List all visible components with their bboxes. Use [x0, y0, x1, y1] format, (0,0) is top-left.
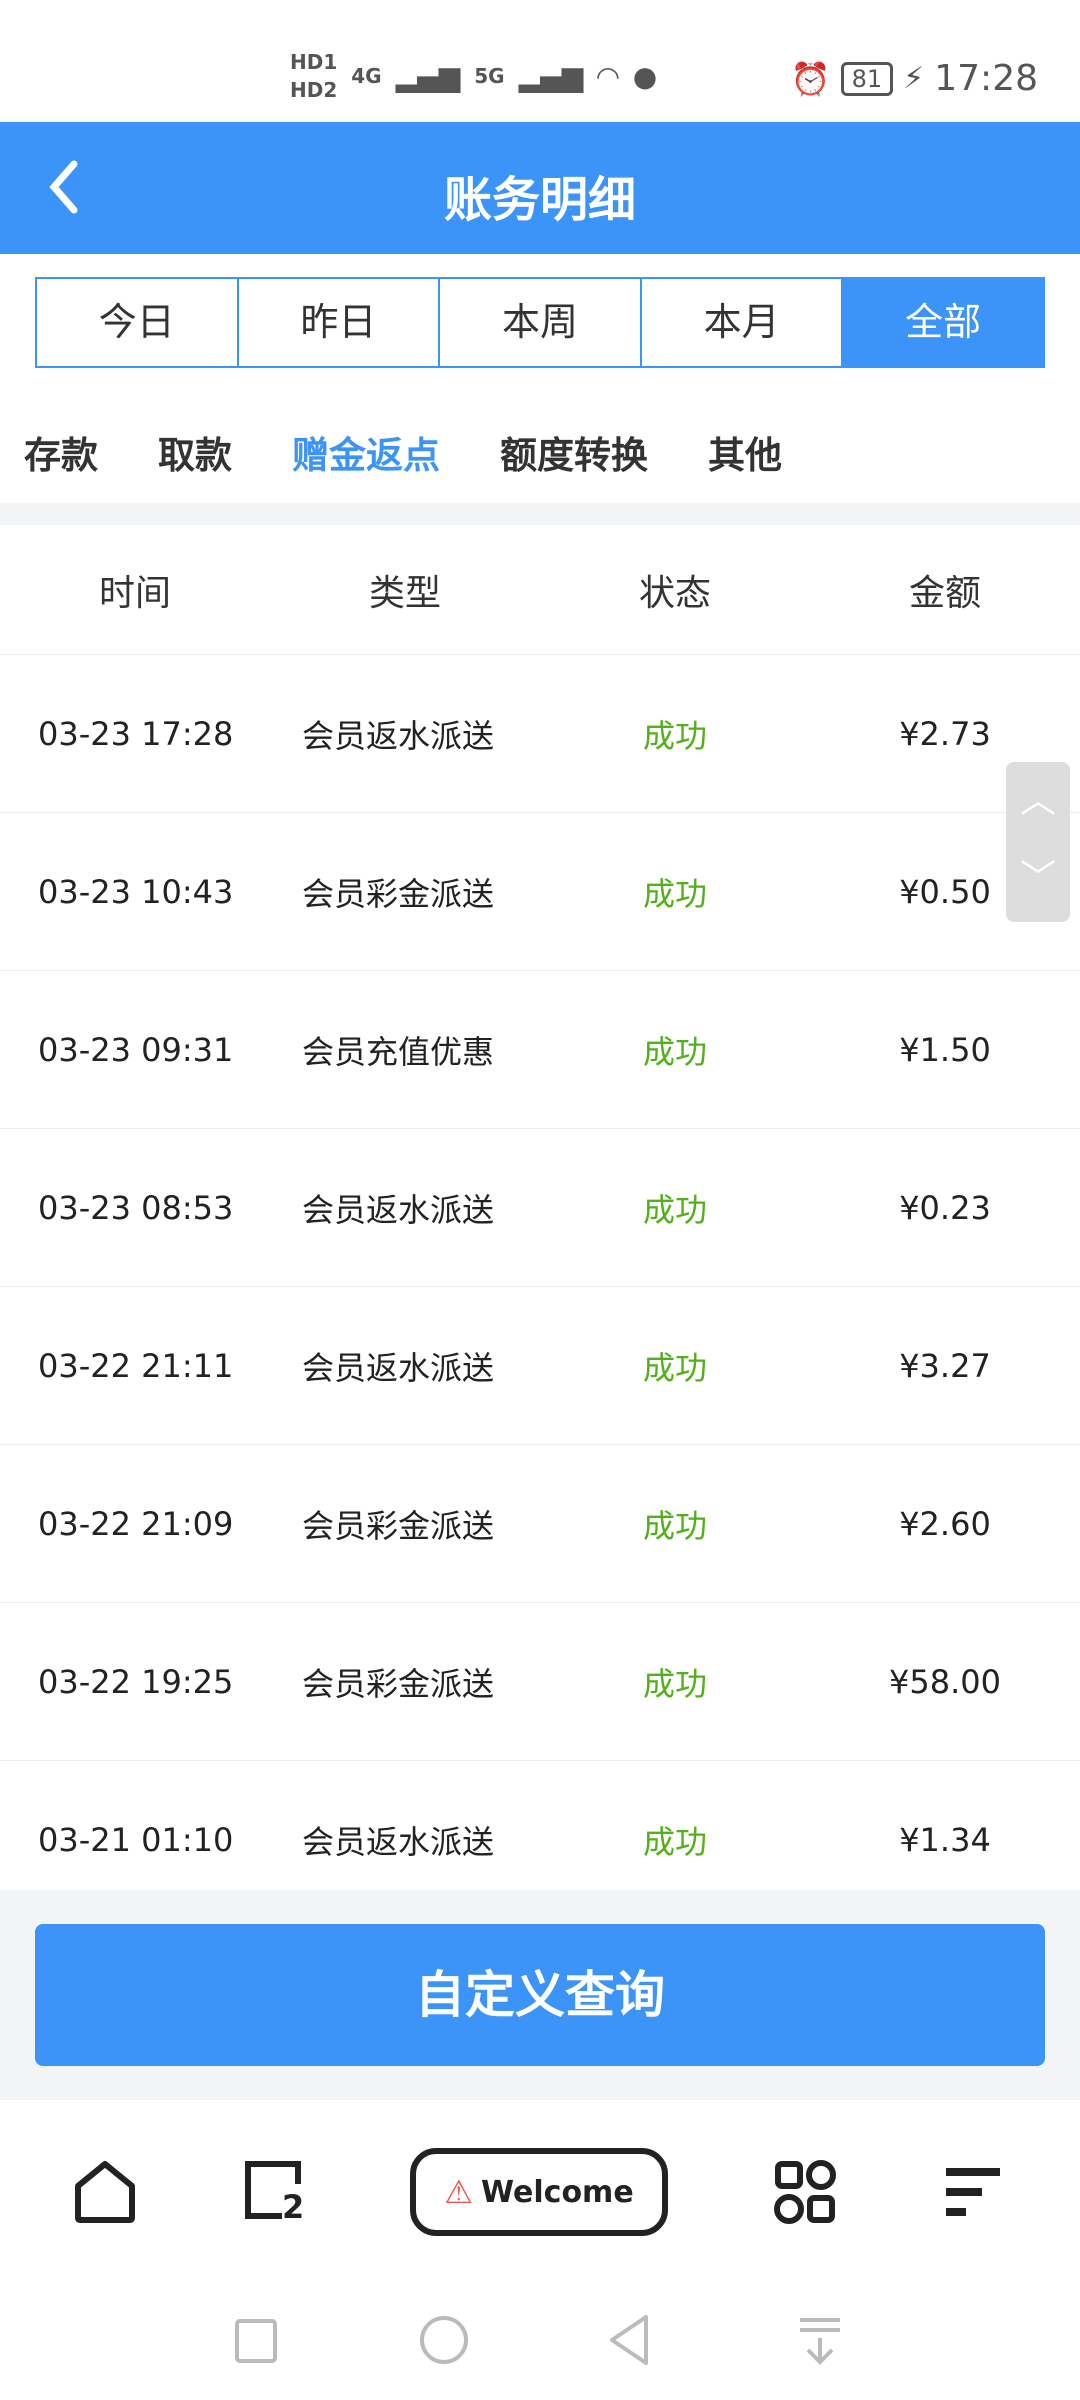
cell-amount: ¥0.23: [899, 1188, 991, 1227]
table-row[interactable]: 03-23 08:53 会员返水派送 成功 ¥0.23: [0, 1129, 1080, 1287]
custom-query-button[interactable]: 自定义查询: [35, 1924, 1045, 2066]
cell-type: 会员彩金派送: [302, 1664, 495, 1703]
cell-time: 03-22 21:09: [38, 1504, 234, 1543]
table-row[interactable]: 03-21 01:10 会员返水派送 成功 ¥1.34: [0, 1761, 1080, 1919]
filter-yesterday[interactable]: 昨日: [239, 279, 441, 366]
cell-time: 03-23 08:53: [38, 1188, 234, 1227]
cell-amount: ¥2.73: [899, 714, 991, 753]
cell-amount: ¥3.27: [899, 1346, 991, 1385]
header-type: 类型: [368, 572, 441, 614]
cell-time: 03-21 01:10: [38, 1820, 234, 1859]
home-icon[interactable]: [74, 2160, 136, 2224]
table-row[interactable]: 03-23 09:31 会员充值优惠 成功 ¥1.50: [0, 971, 1080, 1129]
header-time: 时间: [98, 572, 171, 614]
scroll-buttons: ︿ ﹀: [1006, 762, 1070, 922]
scroll-up-icon[interactable]: ︿: [1019, 780, 1056, 821]
cell-type: 会员返水派送: [302, 1190, 495, 1229]
warning-icon: ⚠: [444, 2173, 474, 2211]
wechat-icon: ●: [632, 59, 658, 93]
date-filter-tabs: 今日 昨日 本周 本月 全部: [35, 277, 1045, 368]
cell-time: 03-23 09:31: [38, 1030, 234, 1069]
cell-type: 会员返水派送: [302, 1822, 495, 1861]
cell-type: 会员返水派送: [302, 1348, 495, 1387]
table-row[interactable]: 03-22 21:09 会员彩金派送 成功 ¥2.60: [0, 1445, 1080, 1603]
table-row[interactable]: 03-22 21:11 会员返水派送 成功 ¥3.27: [0, 1287, 1080, 1445]
cell-type: 会员充值优惠: [302, 1032, 495, 1071]
filter-today[interactable]: 今日: [37, 279, 239, 366]
header-amount: 金额: [908, 572, 981, 614]
signal-icon: ▂▄▆: [518, 59, 584, 93]
apps-icon[interactable]: [774, 2160, 838, 2224]
cell-type: 会员彩金派送: [302, 1506, 495, 1545]
table-row[interactable]: 03-23 10:43 会员彩金派送 成功 ¥0.50: [0, 813, 1080, 971]
scroll-down-icon[interactable]: ﹀: [1019, 858, 1056, 899]
tab-deposit[interactable]: 存款: [24, 434, 98, 477]
net-4g: 4G: [351, 64, 382, 88]
cell-status: 成功: [642, 1822, 707, 1861]
cell-time: 03-22 21:11: [38, 1346, 234, 1385]
table-header: 时间 类型 状态 金额: [0, 525, 1080, 655]
clock: 17:28: [934, 58, 1038, 99]
category-tabs: 存款 取款 赠金返点 额度转换 其他: [24, 425, 842, 479]
page-title: 账务明细: [443, 172, 636, 228]
divider: [0, 503, 1080, 525]
table-row[interactable]: 03-23 17:28 会员返水派送 成功 ¥2.73: [0, 655, 1080, 813]
chevron-left-icon: [49, 160, 78, 214]
recent-apps-icon[interactable]: [234, 2318, 278, 2364]
system-nav-bar: [0, 2280, 1080, 2400]
cell-status: 成功: [642, 1032, 707, 1071]
tabs-icon[interactable]: 2: [242, 2160, 304, 2226]
home-circle-icon[interactable]: [418, 2314, 470, 2366]
cell-status: 成功: [642, 1190, 707, 1229]
table-row[interactable]: 03-22 19:25 会员彩金派送 成功 ¥58.00: [0, 1603, 1080, 1761]
sim2-indicator: HD2: [290, 78, 338, 102]
filter-this-month[interactable]: 本月: [642, 279, 844, 366]
cell-status: 成功: [642, 1506, 707, 1545]
back-triangle-icon[interactable]: [608, 2314, 650, 2366]
tab-withdraw[interactable]: 取款: [158, 434, 232, 477]
back-button[interactable]: [44, 152, 84, 236]
sim1-indicator: HD1: [290, 50, 338, 74]
cell-status: 成功: [642, 874, 707, 913]
tab-transfer[interactable]: 额度转换: [500, 434, 648, 477]
charging-icon: ⚡: [903, 61, 925, 96]
alarm-icon: ⏰: [790, 59, 831, 98]
cell-amount: ¥0.50: [899, 872, 991, 911]
cell-type: 会员返水派送: [302, 716, 495, 755]
battery-indicator: 81: [840, 61, 894, 96]
wifi-icon: ◠: [597, 59, 619, 93]
net-5g: 5G: [474, 64, 505, 88]
welcome-button[interactable]: ⚠ Welcome: [410, 2148, 668, 2236]
menu-icon[interactable]: [946, 2166, 1002, 2218]
app-header: 账务明细: [0, 122, 1080, 254]
cell-amount: ¥1.50: [899, 1030, 991, 1069]
filter-all[interactable]: 全部: [843, 279, 1043, 366]
browser-bottom-nav: 2 ⚠ Welcome: [0, 2100, 1080, 2280]
tab-other[interactable]: 其他: [708, 434, 782, 477]
cell-time: 03-23 10:43: [38, 872, 234, 911]
cell-amount: ¥1.34: [899, 1820, 991, 1859]
cell-status: 成功: [642, 1348, 707, 1387]
cell-type: 会员彩金派送: [302, 874, 495, 913]
cell-time: 03-22 19:25: [38, 1662, 234, 1701]
cell-amount: ¥58.00: [889, 1662, 1001, 1701]
signal-icon: ▂▄▆: [395, 59, 461, 93]
cell-amount: ¥2.60: [899, 1504, 991, 1543]
cell-status: 成功: [642, 1664, 707, 1703]
header-status: 状态: [638, 572, 711, 614]
filter-this-week[interactable]: 本周: [440, 279, 642, 366]
status-bar: HD1 HD2 4G ▂▄▆ 5G ▂▄▆ ◠ ● ⏰ 81 ⚡ 17:28: [0, 0, 1080, 122]
notification-pull-icon[interactable]: [798, 2316, 842, 2366]
tab-bonus-rebate[interactable]: 赠金返点: [292, 434, 440, 477]
cell-status: 成功: [642, 716, 707, 755]
cell-time: 03-23 17:28: [38, 714, 234, 753]
